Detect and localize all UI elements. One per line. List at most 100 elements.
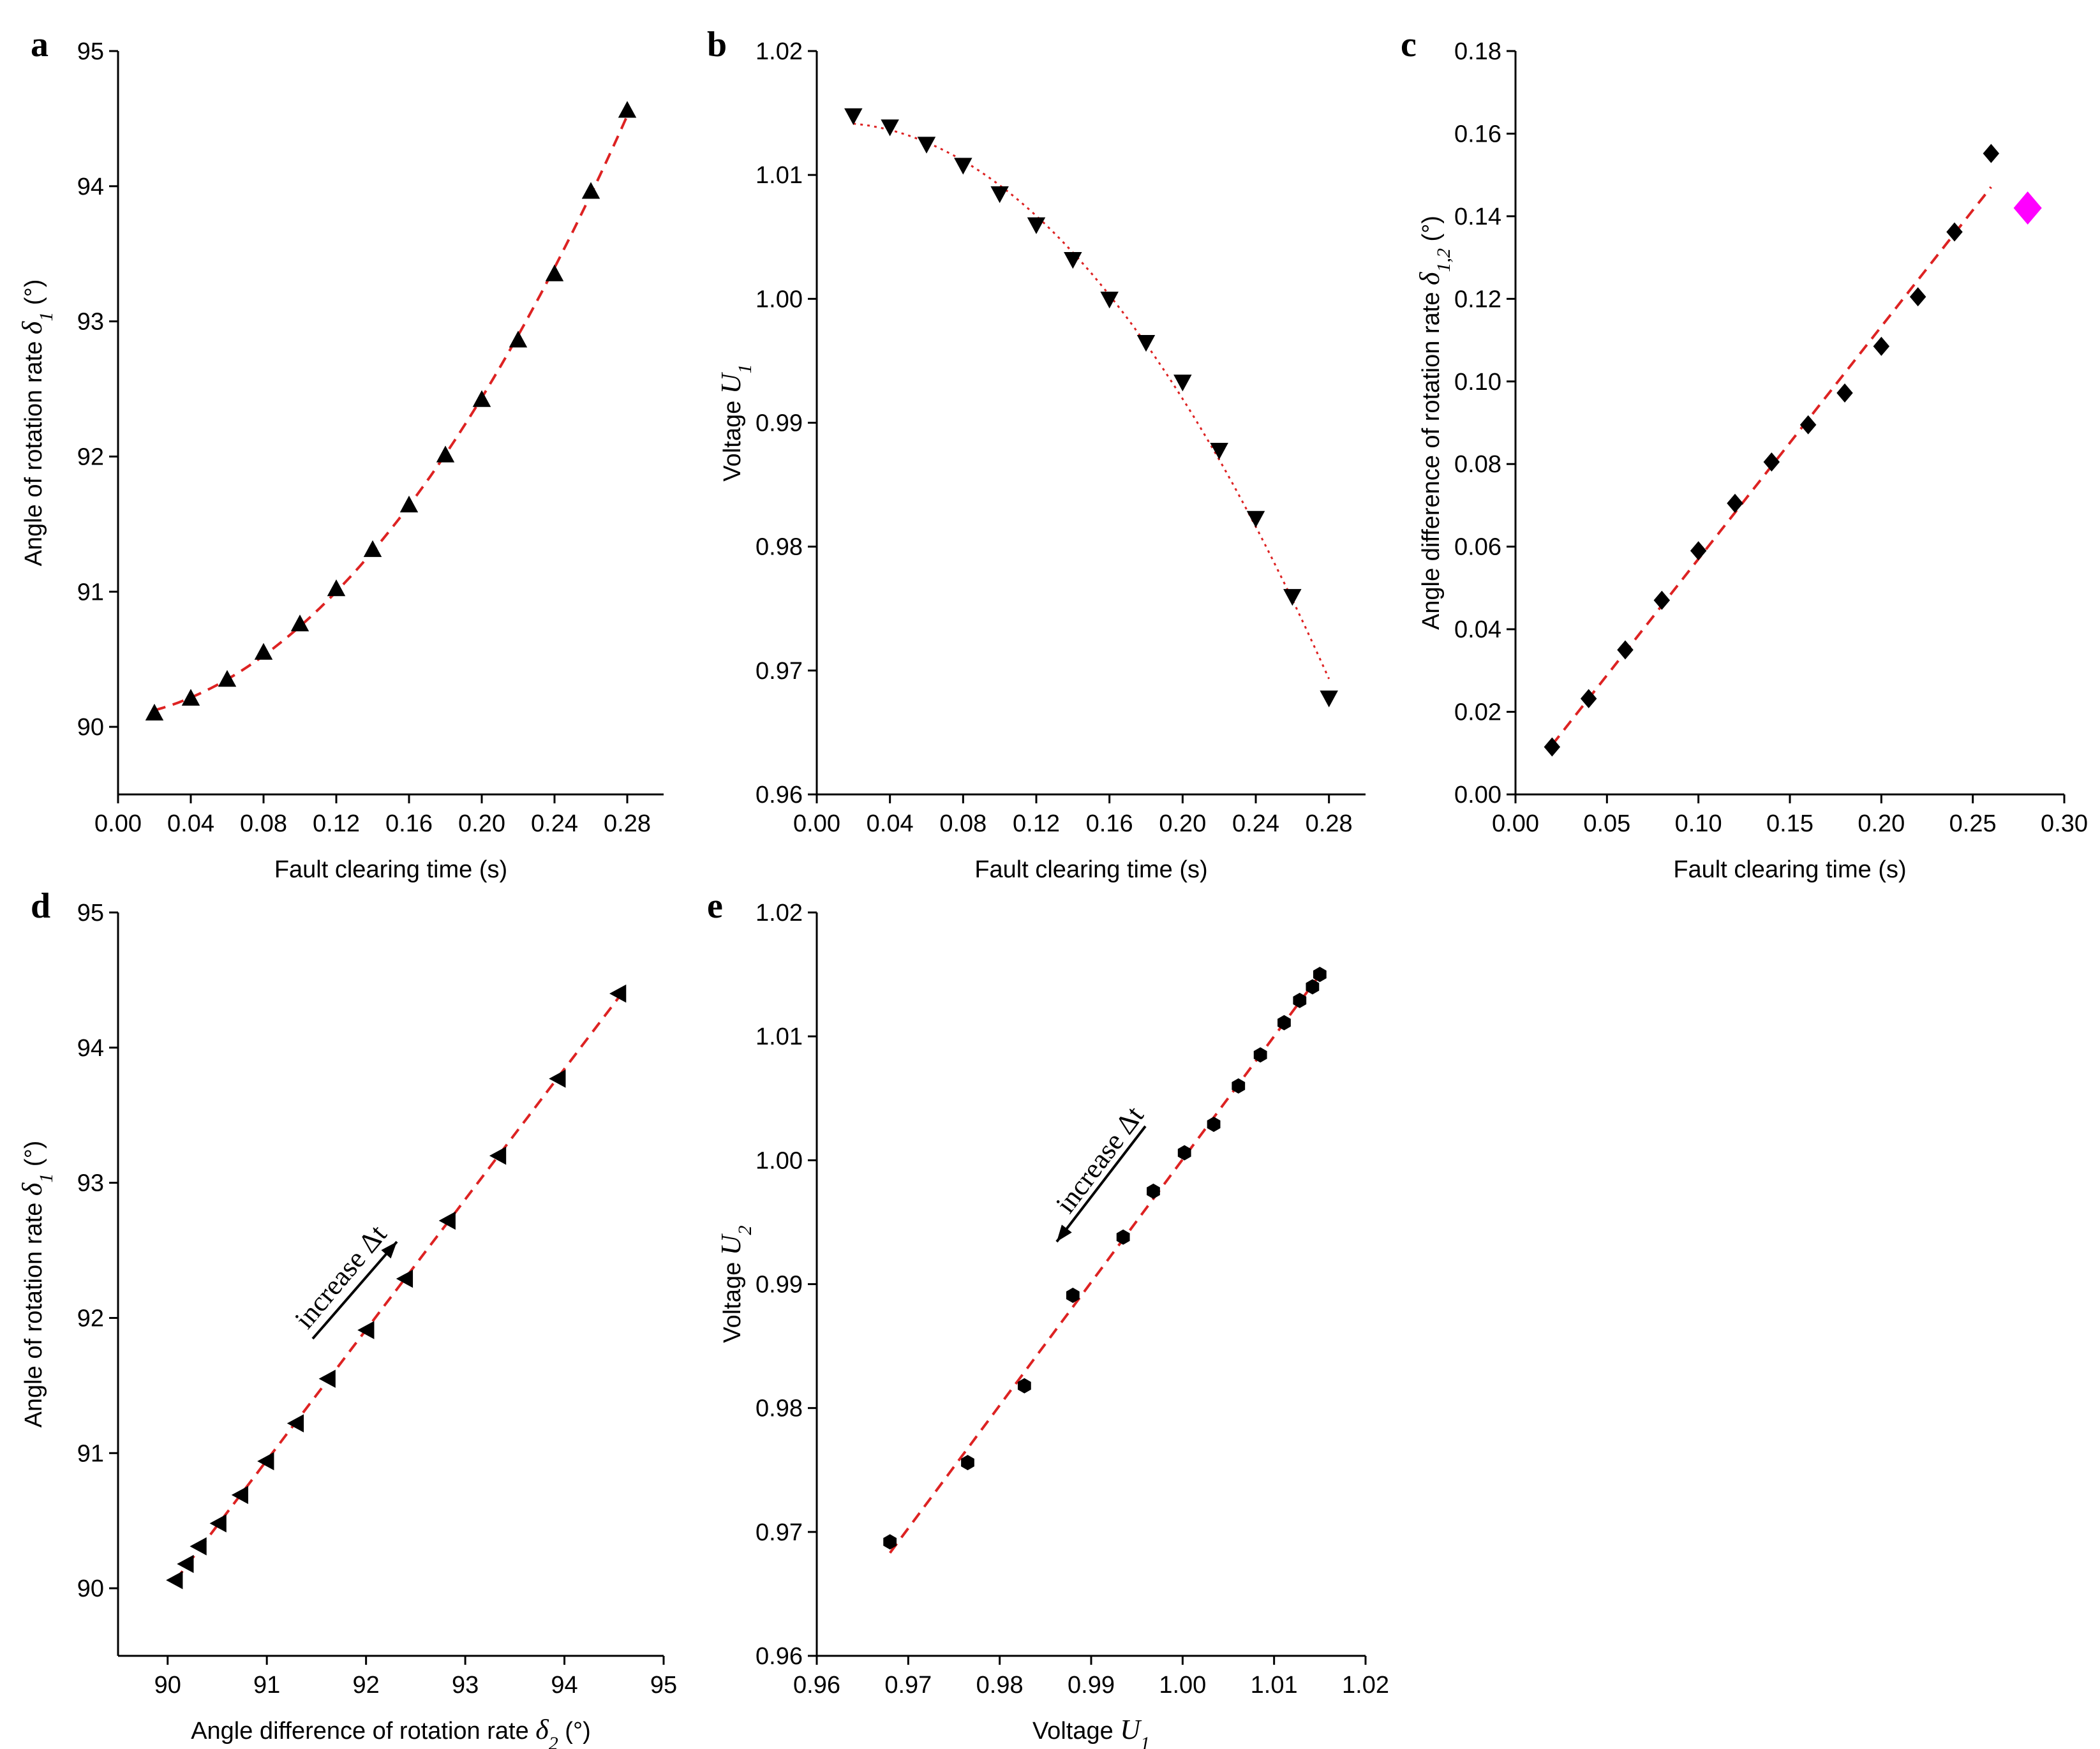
y-tick-label: 0.16 [1454,121,1501,147]
y-tick-label: 94 [77,1035,104,1062]
x-axis-title: Fault clearing time (s) [974,856,1207,883]
x-tick-label: 0.08 [939,810,987,837]
y-tick-label: 91 [77,1440,104,1467]
chart-panel-a: a 0.00 0.04 0.08 0.12 0.16 0.20 0.24 0.28 90 91 92 9… [17,25,664,883]
data-point [1147,1183,1160,1199]
data-point [1064,251,1082,269]
x-tick-label: 0.04 [867,810,914,837]
x-tick-label: 0.24 [531,810,578,837]
data-point [1544,737,1561,757]
data-point [990,186,1009,204]
x-tick-label: 0.00 [94,810,142,837]
x-tick-label: 90 [154,1672,181,1699]
y-tick-label: 0.00 [1454,782,1501,808]
y-tick-label: 0.96 [756,782,803,808]
annotation-text: increase Δt [1050,1100,1150,1219]
data-point [396,1269,413,1288]
x-axis-title: Fault clearing time (s) [1673,856,1906,883]
data-point [917,137,936,154]
data-point [436,445,455,463]
panel-letter: d [31,886,50,926]
y-tick-label: 91 [77,579,104,606]
y-tick-label: 92 [77,1305,104,1332]
data-point [1253,1047,1267,1063]
x-tick-label: 0.00 [793,810,840,837]
data-point [1116,1229,1130,1245]
y-tick-label: 94 [77,174,104,200]
data-point [1690,541,1707,561]
data-point [1313,967,1327,983]
panel-letter: c [1401,25,1417,64]
data-point [327,579,346,597]
data-point [181,688,200,706]
x-tick-label: 0.28 [604,810,651,837]
data-point [545,264,564,281]
y-tick-label: 90 [77,1575,104,1602]
y-axis-title: Angle difference of rotation rate δ1,2 (… [1414,216,1454,630]
data-point [257,1452,274,1471]
x-tick-label: 0.98 [976,1672,1024,1699]
y-axis-title: Voltage U2 [715,1225,756,1343]
y-axis-title: Angle of rotation rate δ1 (°) [17,1141,57,1428]
y-tick-label: 0.06 [1454,534,1501,561]
x-tick-label: 0.10 [1675,810,1722,837]
data-point [177,1554,194,1574]
fit-line [853,123,1330,680]
x-tick-label: 1.00 [1159,1672,1206,1699]
x-tick-label: 1.01 [1251,1672,1298,1699]
data-point [1727,493,1743,513]
x-tick-label: 0.12 [1013,810,1060,837]
y-tick-label: 92 [77,443,104,470]
chart-panel-c: c 0.00 0.05 0.10 0.15 0.20 0.25 0.30 0.00 0.02 0.0… [1401,25,2088,883]
data-point [438,1211,456,1230]
y-tick-label: 0.98 [756,1395,803,1422]
data-point [618,101,637,118]
data-point [1617,640,1634,660]
x-tick-label: 0.12 [313,810,360,837]
data-point [209,1514,227,1533]
data-point [1799,415,1817,435]
y-tick-label: 0.12 [1454,286,1501,313]
y-tick-label: 0.98 [756,534,803,561]
data-point [1066,1287,1080,1303]
y-tick-label: 93 [77,309,104,336]
chart-panel-e: e 0.96 0.97 0.98 0.99 1.00 1.01 1.02 0.96 0.97 0.9… [707,886,1389,1749]
data-point [145,703,164,721]
data-point [357,1321,375,1339]
chart-panel-b: b 0.00 0.04 0.08 0.12 0.16 0.20 0.24 0.28 0.96 0.9… [707,25,1366,883]
data-point [1320,690,1338,708]
data-point [954,158,972,175]
data-point [231,1485,249,1505]
x-tick-label: 0.16 [1086,810,1133,837]
x-axis-title: Voltage U1 [1032,1714,1150,1749]
data-point [1207,1117,1221,1133]
y-tick-label: 0.97 [756,658,803,685]
arrow-line [1055,1125,1147,1243]
x-tick-label: 94 [551,1672,577,1699]
data-point [1653,590,1671,610]
chart-panel-d: d 90 91 92 93 94 95 90 91 92 93 94 95 Angle differenc… [17,886,677,1749]
data-point [399,495,419,512]
x-tick-label: 0.20 [1159,810,1206,837]
y-tick-label: 0.08 [1454,451,1501,478]
y-tick-label: 0.18 [1454,38,1501,65]
x-tick-label: 93 [452,1672,479,1699]
panel-letter: b [707,25,727,64]
data-point [1173,375,1192,392]
y-tick-label: 95 [77,900,104,927]
data-point [318,1369,336,1388]
data-point [1946,222,1963,242]
fit-line [154,115,629,712]
arrow-head [381,1242,397,1259]
y-tick-label: 1.00 [756,1147,803,1174]
y-tick-label: 1.02 [756,900,803,927]
x-tick-label: 0.08 [240,810,287,837]
y-tick-label: 0.96 [756,1643,803,1670]
x-tick-label: 0.96 [793,1672,840,1699]
x-tick-label: 91 [253,1672,280,1699]
arrow-line [311,1240,398,1340]
data-point [1017,1378,1031,1394]
x-tick-label: 0.97 [884,1672,932,1699]
x-tick-label: 0.28 [1306,810,1353,837]
